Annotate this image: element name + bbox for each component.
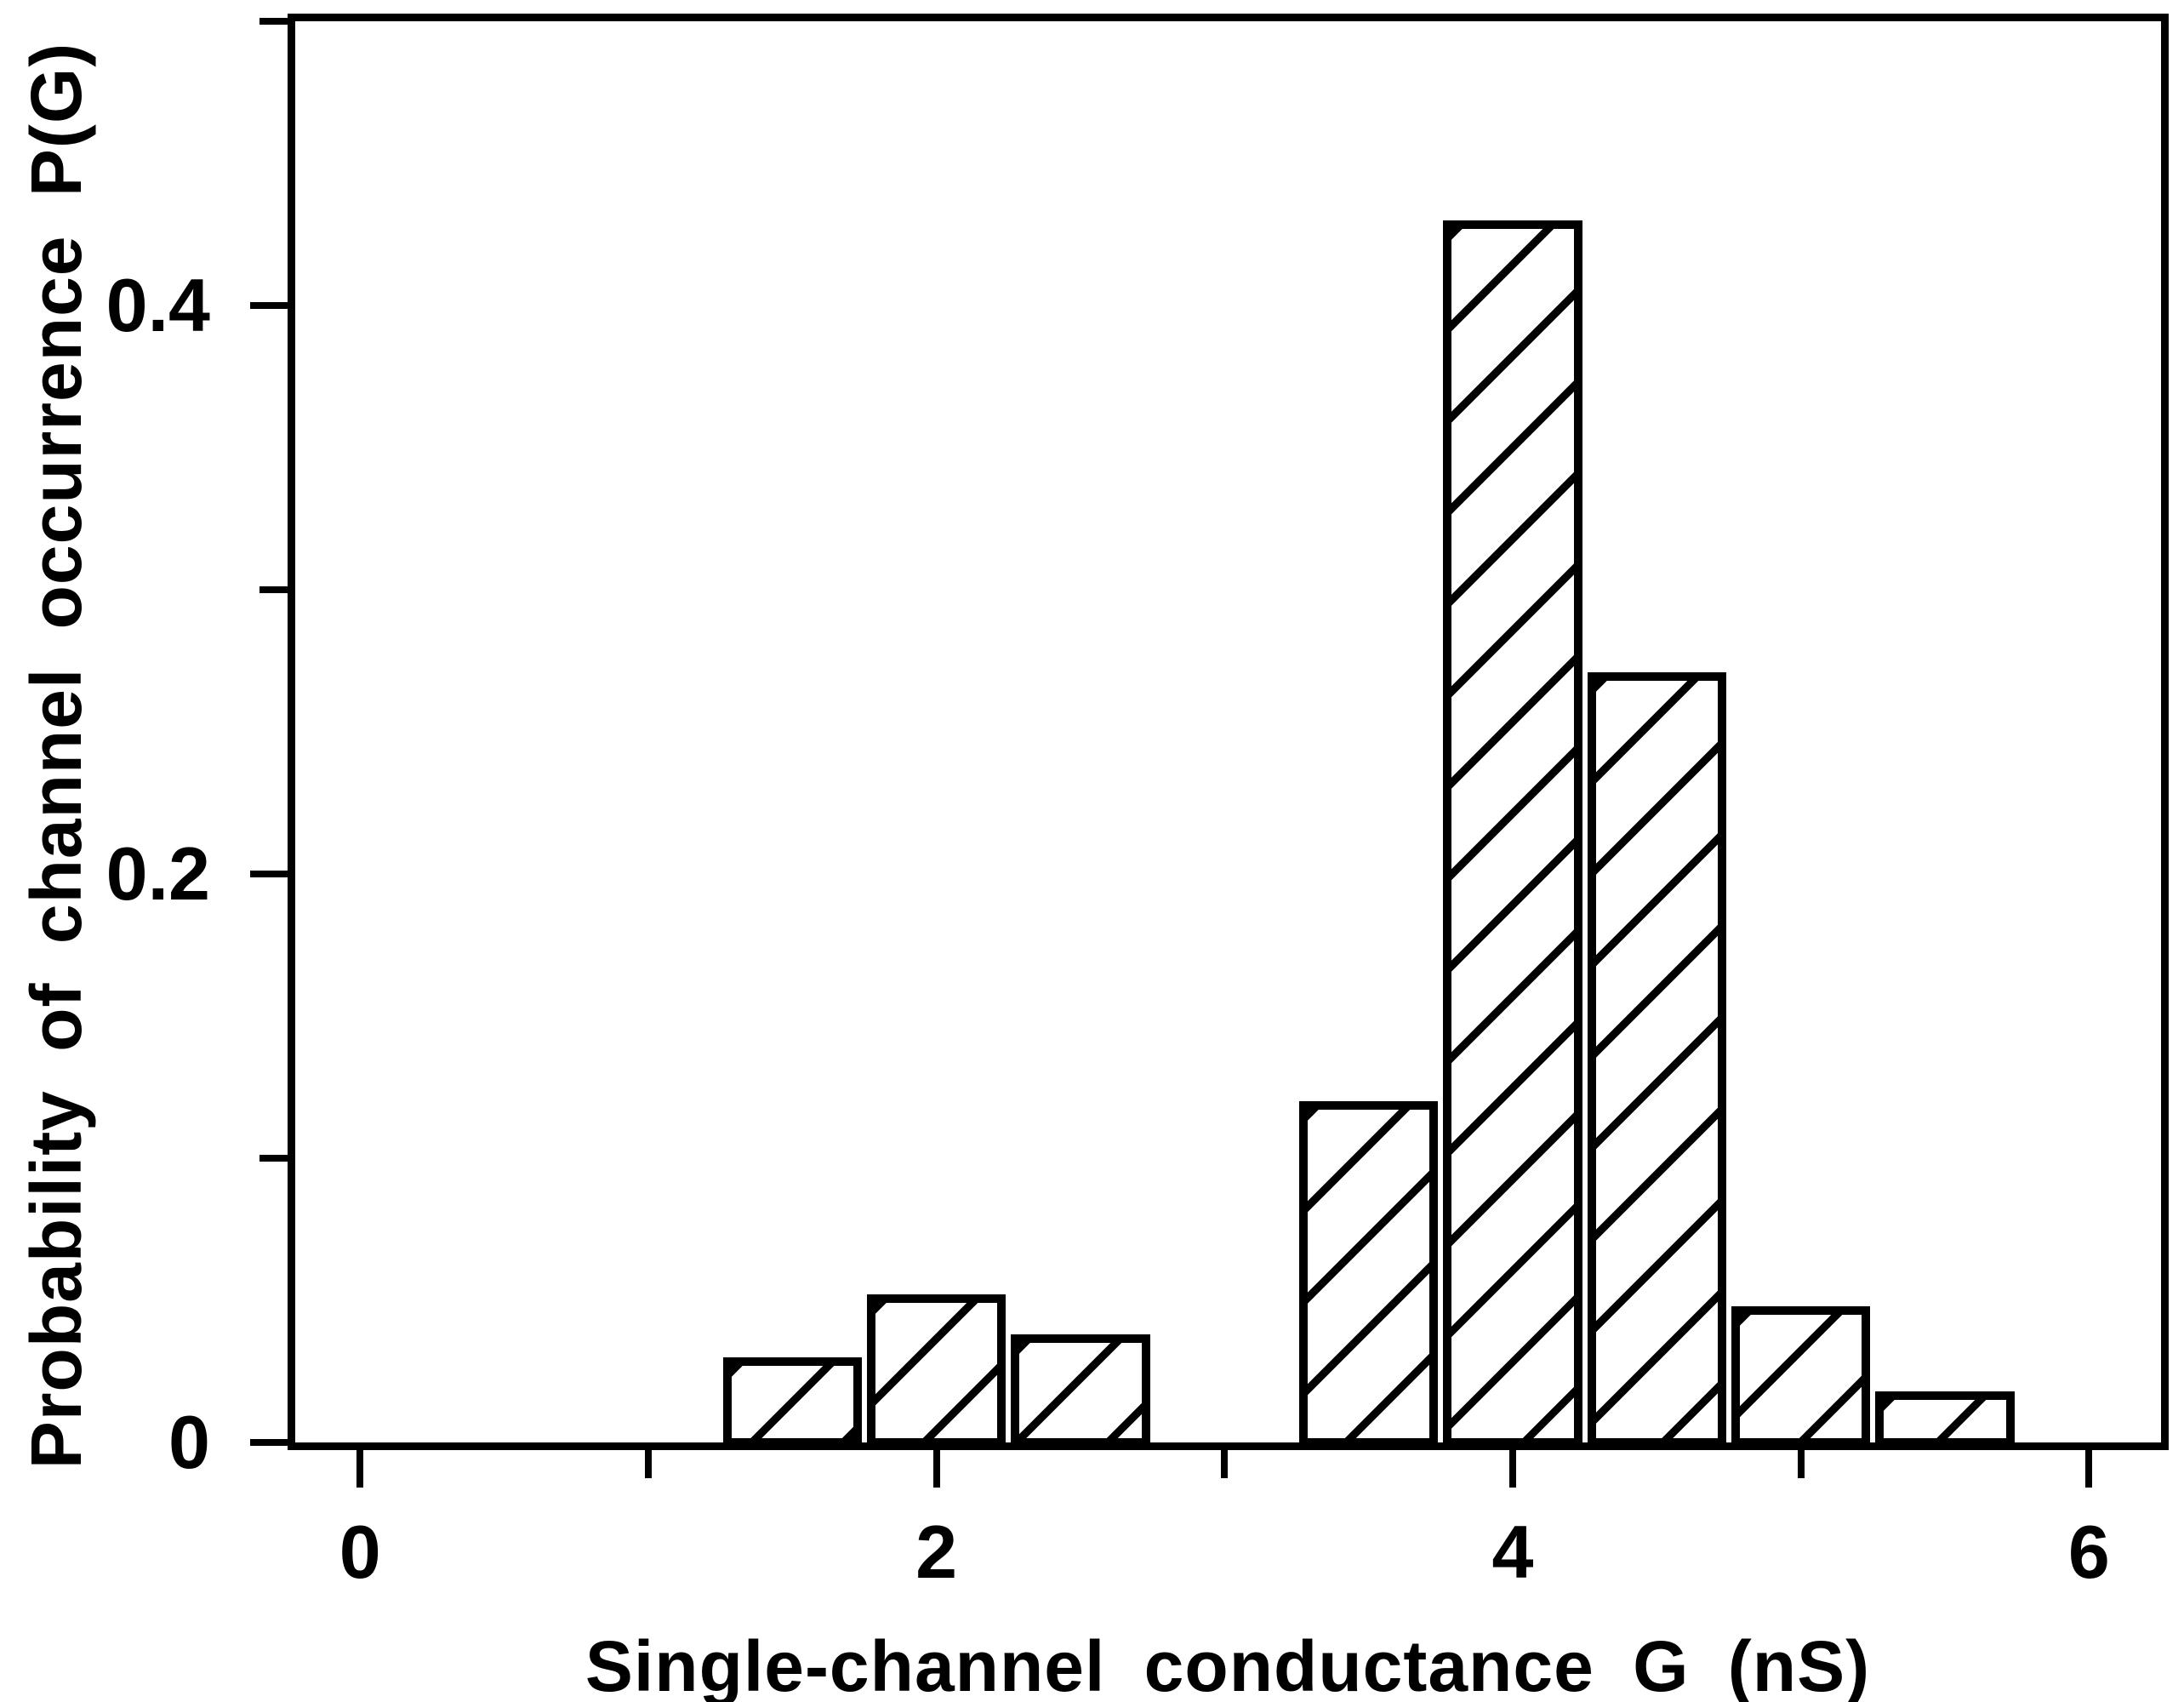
x-axis-minor-tick — [1221, 1450, 1229, 1478]
y-axis-tick-label: 0 — [168, 1400, 210, 1484]
x-axis-tick-label: 6 — [2067, 1510, 2110, 1594]
y-axis-major-tick — [250, 1439, 288, 1446]
histogram-bar — [866, 1294, 1006, 1447]
x-axis-tick-label: 2 — [915, 1510, 958, 1594]
x-axis-minor-tick — [1797, 1450, 1805, 1478]
x-axis-major-tick — [1508, 1450, 1516, 1488]
y-axis-minor-tick — [259, 18, 288, 25]
x-axis-major-tick — [356, 1450, 364, 1488]
histogram-bar — [1298, 1101, 1439, 1447]
x-axis-title: Single-channel conductance G (nS) — [584, 1626, 1871, 1702]
y-axis-major-tick — [250, 871, 288, 877]
y-axis-minor-tick — [259, 1155, 288, 1162]
y-axis-minor-tick — [259, 586, 288, 593]
histogram-bar — [1443, 220, 1582, 1447]
histogram-bar — [1587, 671, 1726, 1447]
y-axis-title: Probability of channel occurrence P(G) — [16, 42, 96, 1470]
histogram-bar — [1875, 1391, 2015, 1447]
x-axis-tick-label: 4 — [1491, 1510, 1534, 1594]
y-axis-major-tick — [250, 302, 288, 309]
histogram-bar — [1011, 1334, 1150, 1447]
histogram-bar — [722, 1356, 862, 1447]
plot-area — [288, 14, 2169, 1450]
y-axis-tick-label: 0.4 — [105, 263, 210, 347]
x-axis-major-tick — [2085, 1450, 2093, 1488]
x-axis-tick-label: 0 — [339, 1510, 381, 1594]
x-axis-major-tick — [932, 1450, 940, 1488]
y-axis-tick-label: 0.2 — [105, 831, 210, 916]
histogram-bar — [1731, 1305, 1871, 1447]
x-axis-minor-tick — [644, 1450, 652, 1478]
